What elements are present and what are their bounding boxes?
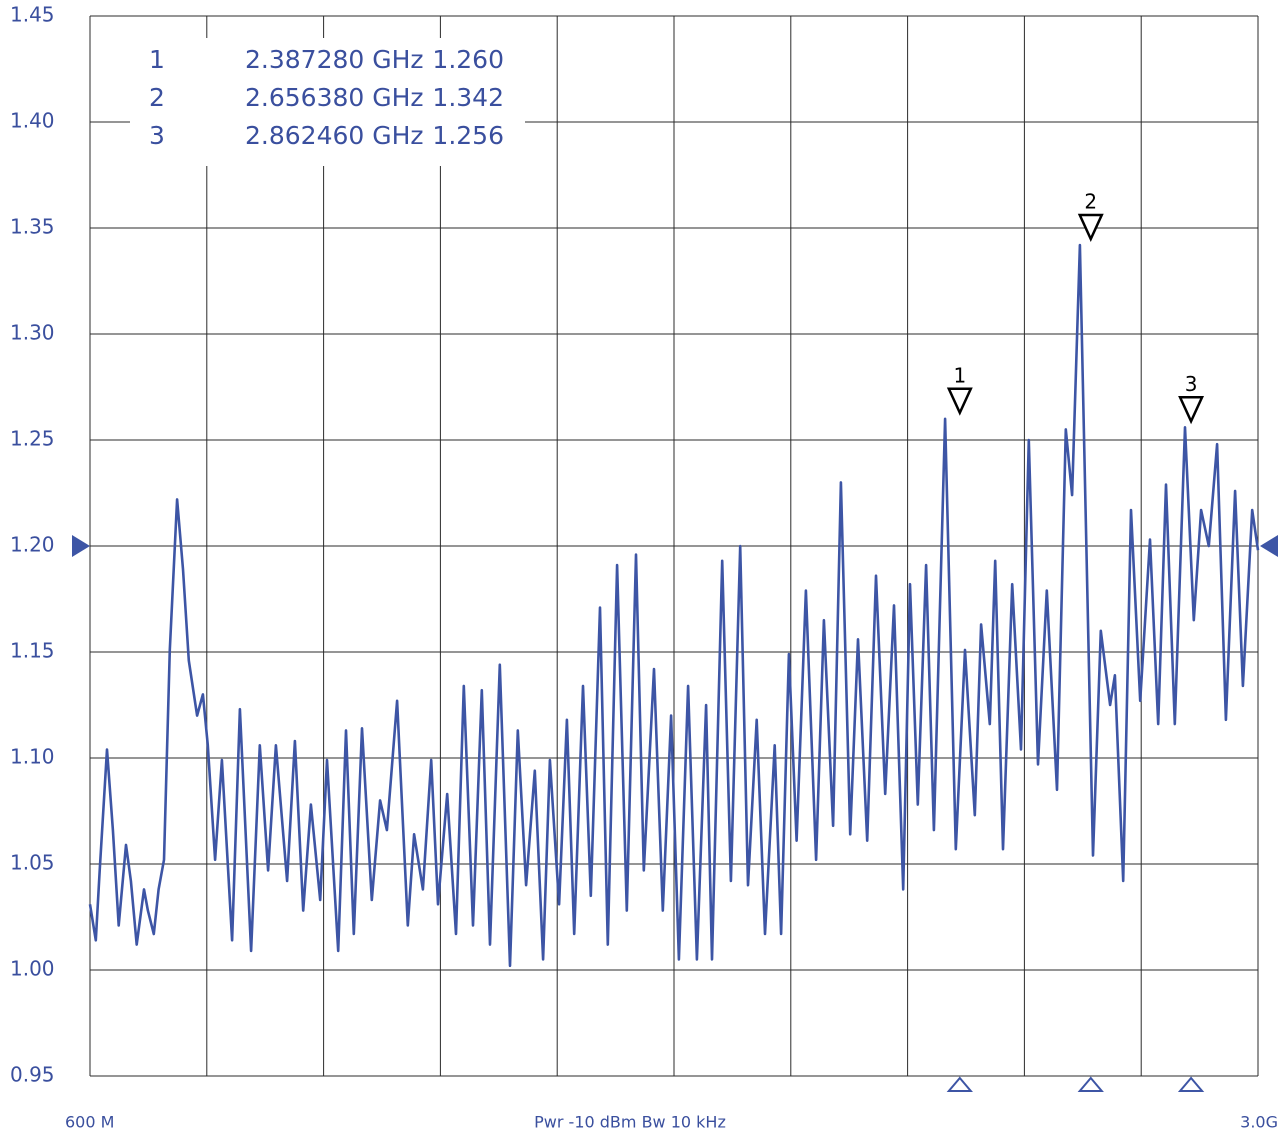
trace-line [88, 243, 1260, 968]
x-tick-label: 3.0G [1240, 1113, 1278, 1132]
y-tick-label: 1.10 [10, 745, 55, 769]
marker-label: 2 [1084, 189, 1097, 213]
marker-frequency: 2.387280 GHz [245, 45, 424, 74]
marker-value: 1.260 [432, 45, 504, 74]
marker-table-bg [130, 38, 525, 166]
y-tick-label: 1.30 [10, 321, 55, 345]
y-tick-label: 1.25 [10, 427, 55, 451]
y-tick-label: 1.45 [10, 3, 55, 27]
y-tick-label: 1.40 [10, 109, 55, 133]
x-tick-label: 600 M [65, 1113, 114, 1132]
marker-label: 3 [1185, 372, 1198, 396]
marker-position [1077, 1076, 1104, 1092]
marker-value: 1.256 [432, 121, 504, 150]
footer: Pwr -10 dBm Bw 10 kHz [534, 1113, 726, 1132]
marker-number: 2 [149, 83, 165, 112]
marker-label: 1 [953, 363, 966, 387]
y-tick-label: 0.95 [10, 1063, 55, 1087]
y-tick-label: 1.15 [10, 639, 55, 663]
reference-marker [72, 535, 90, 557]
marker-triangle [946, 387, 973, 416]
y-tick-label: 1.00 [10, 957, 55, 981]
marker-value: 1.342 [432, 83, 504, 112]
marker-position [1177, 1076, 1205, 1092]
trace-layer [88, 243, 1260, 968]
overlay: 1.45 1.40 1.35 1.30 1.25 1.20 1.15 1.10 1.05 1.00… [10, 3, 1278, 1132]
reference-marker [1260, 535, 1278, 557]
marker-number: 1 [149, 45, 165, 74]
y-tick-label: 1.35 [10, 215, 55, 239]
y-tick-label: 1.05 [10, 851, 55, 875]
marker-triangle [1178, 396, 1205, 425]
marker-triangle [1077, 213, 1104, 242]
marker-frequency: 2.656380 GHz [245, 83, 424, 112]
marker-number: 3 [149, 121, 165, 150]
y-tick-label: 1.20 [10, 533, 55, 557]
marker-position [946, 1076, 973, 1092]
marker-frequency: 2.862460 GHz [245, 121, 424, 150]
